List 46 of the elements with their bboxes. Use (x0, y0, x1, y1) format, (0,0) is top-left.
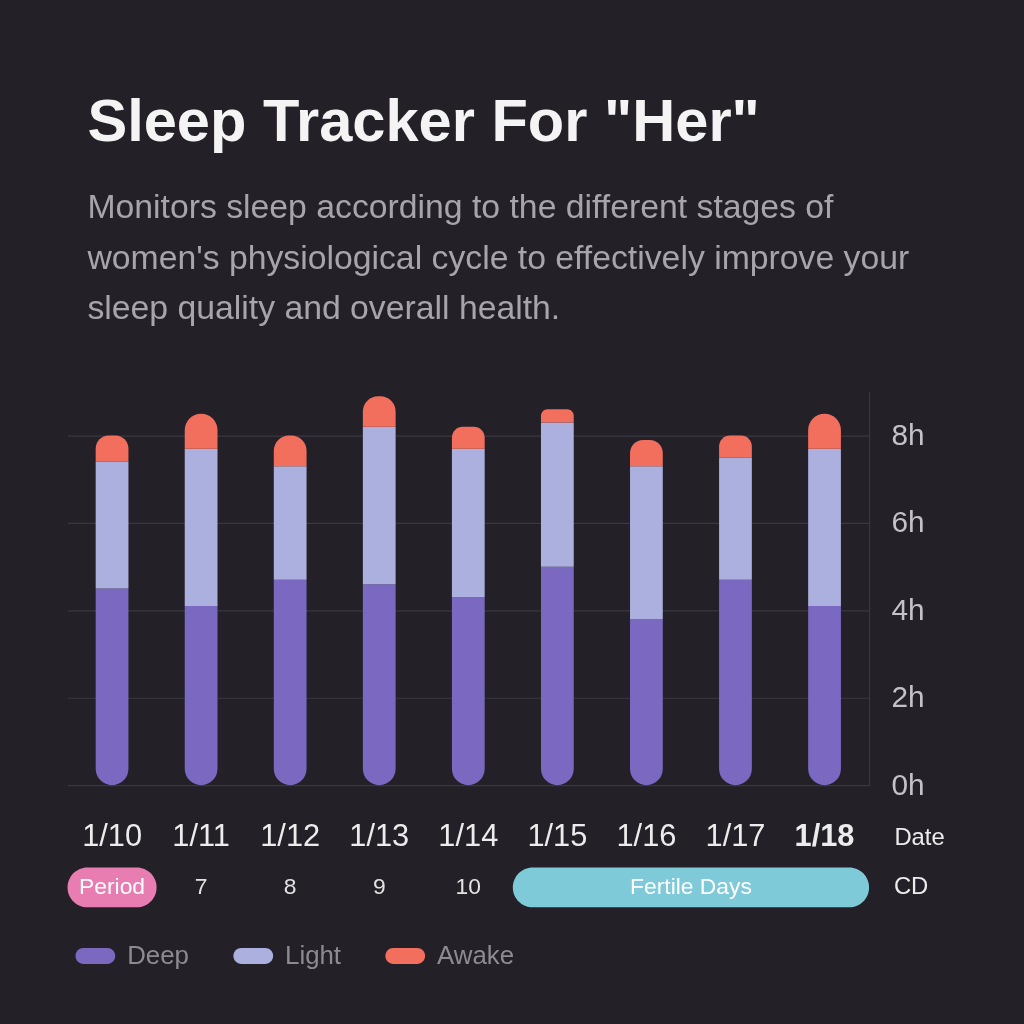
bar (719, 579, 752, 786)
x-tick-label: 1/10 (82, 818, 143, 854)
text: 10 (455, 873, 481, 900)
chart-subtitle: Monitors sleep according to the different stages of women's physiological cycle to effectively improve your sleep quality and overall health. (86, 187, 910, 327)
x-tick-label: 1/15 (527, 818, 588, 854)
bar (540, 409, 574, 423)
bar (184, 605, 218, 786)
text: 9 (372, 873, 386, 900)
bar (184, 448, 218, 606)
bar (808, 605, 841, 786)
bar (273, 466, 307, 580)
legend-label: Light (285, 940, 342, 969)
x-tick-label: 1/17 (705, 818, 766, 854)
x-tick-label: 1/11 (172, 818, 230, 854)
bar (95, 588, 129, 786)
chart-title: Sleep Tracker For "Her" (87, 86, 760, 154)
x-tick-label: 1/14 (438, 818, 499, 854)
bar (95, 461, 129, 589)
y-tick-label: 2h (891, 680, 925, 714)
y-tick-label: 6h (891, 505, 925, 539)
bar (362, 426, 396, 585)
text: CD (893, 872, 929, 900)
bar (273, 579, 307, 786)
legend-label: Deep (127, 940, 189, 969)
y-tick-label: 8h (891, 417, 925, 451)
bar (630, 619, 663, 786)
legend-label: Awake (437, 940, 515, 969)
bar (451, 597, 485, 786)
x-tick-label: 1/16 (616, 818, 677, 854)
bar (540, 422, 574, 567)
bar (362, 584, 396, 786)
text: 7 (194, 873, 208, 900)
x-tick-label: 1/12 (260, 818, 321, 854)
y-tick-label: 4h (891, 592, 925, 626)
bar (808, 448, 841, 606)
y-tick-label: 0h (891, 767, 925, 801)
x-tick-label: 1/18 (794, 818, 855, 854)
text: 8 (283, 873, 297, 900)
text: Fertile Days (630, 873, 752, 900)
bar (451, 448, 485, 598)
x-tick-label: 1/13 (349, 818, 410, 854)
x-axis-title: Date (894, 823, 945, 851)
text: Period (79, 873, 146, 900)
bar (719, 457, 752, 580)
bar (630, 466, 663, 620)
bar (540, 566, 574, 786)
